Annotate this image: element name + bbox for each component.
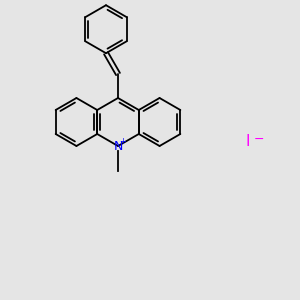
Text: N: N [113,140,123,152]
Text: I: I [246,134,250,149]
Text: −: − [254,133,264,146]
Text: +: + [120,137,126,146]
